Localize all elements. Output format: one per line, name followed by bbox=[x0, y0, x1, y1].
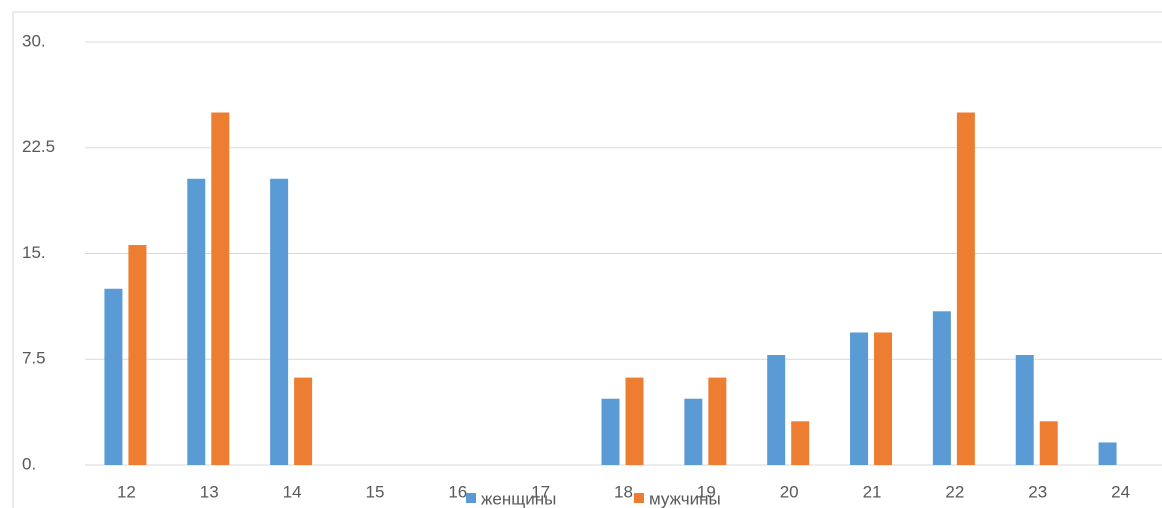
legend-swatch bbox=[466, 493, 476, 503]
bar bbox=[1039, 421, 1058, 465]
bar bbox=[104, 288, 123, 465]
bar bbox=[270, 178, 289, 465]
bar bbox=[128, 245, 147, 465]
y-tick-label: 7.5 bbox=[22, 349, 46, 368]
x-tick-label: 15 bbox=[366, 482, 385, 501]
bar bbox=[874, 332, 893, 465]
bar bbox=[1098, 442, 1117, 465]
bar bbox=[601, 398, 620, 465]
legend-swatch bbox=[634, 493, 644, 503]
bar bbox=[684, 398, 703, 465]
x-tick-label: 18 bbox=[614, 482, 633, 501]
x-tick-label: 12 bbox=[117, 482, 136, 501]
bar bbox=[294, 377, 313, 465]
y-tick-label: 30. bbox=[22, 31, 46, 50]
x-tick-label: 19 bbox=[697, 482, 716, 501]
x-tick-label: 21 bbox=[863, 482, 882, 501]
x-tick-label: 24 bbox=[1111, 482, 1130, 501]
x-tick-label: 23 bbox=[1028, 482, 1047, 501]
y-tick-label: 15. bbox=[22, 243, 46, 262]
x-tick-label: 13 bbox=[200, 482, 219, 501]
bar bbox=[708, 377, 727, 465]
bar bbox=[791, 421, 810, 465]
legend-label: женщины bbox=[481, 489, 556, 508]
x-tick-label: 20 bbox=[780, 482, 799, 501]
y-tick-label: 0. bbox=[22, 454, 36, 473]
x-tick-label: 14 bbox=[283, 482, 302, 501]
chart-frame bbox=[12, 11, 1162, 508]
bar bbox=[625, 377, 644, 465]
y-tick-label: 22.5 bbox=[22, 137, 55, 156]
legend-label: мужчины bbox=[649, 489, 721, 508]
bar bbox=[932, 311, 951, 465]
x-tick-label: 22 bbox=[945, 482, 964, 501]
bar bbox=[956, 112, 975, 465]
bar bbox=[850, 332, 869, 465]
bar bbox=[767, 355, 786, 465]
bar bbox=[187, 178, 206, 465]
x-tick-label: 16 bbox=[448, 482, 467, 501]
x-tick-label: 17 bbox=[531, 482, 550, 501]
bar bbox=[1015, 355, 1034, 465]
bar bbox=[211, 112, 230, 465]
